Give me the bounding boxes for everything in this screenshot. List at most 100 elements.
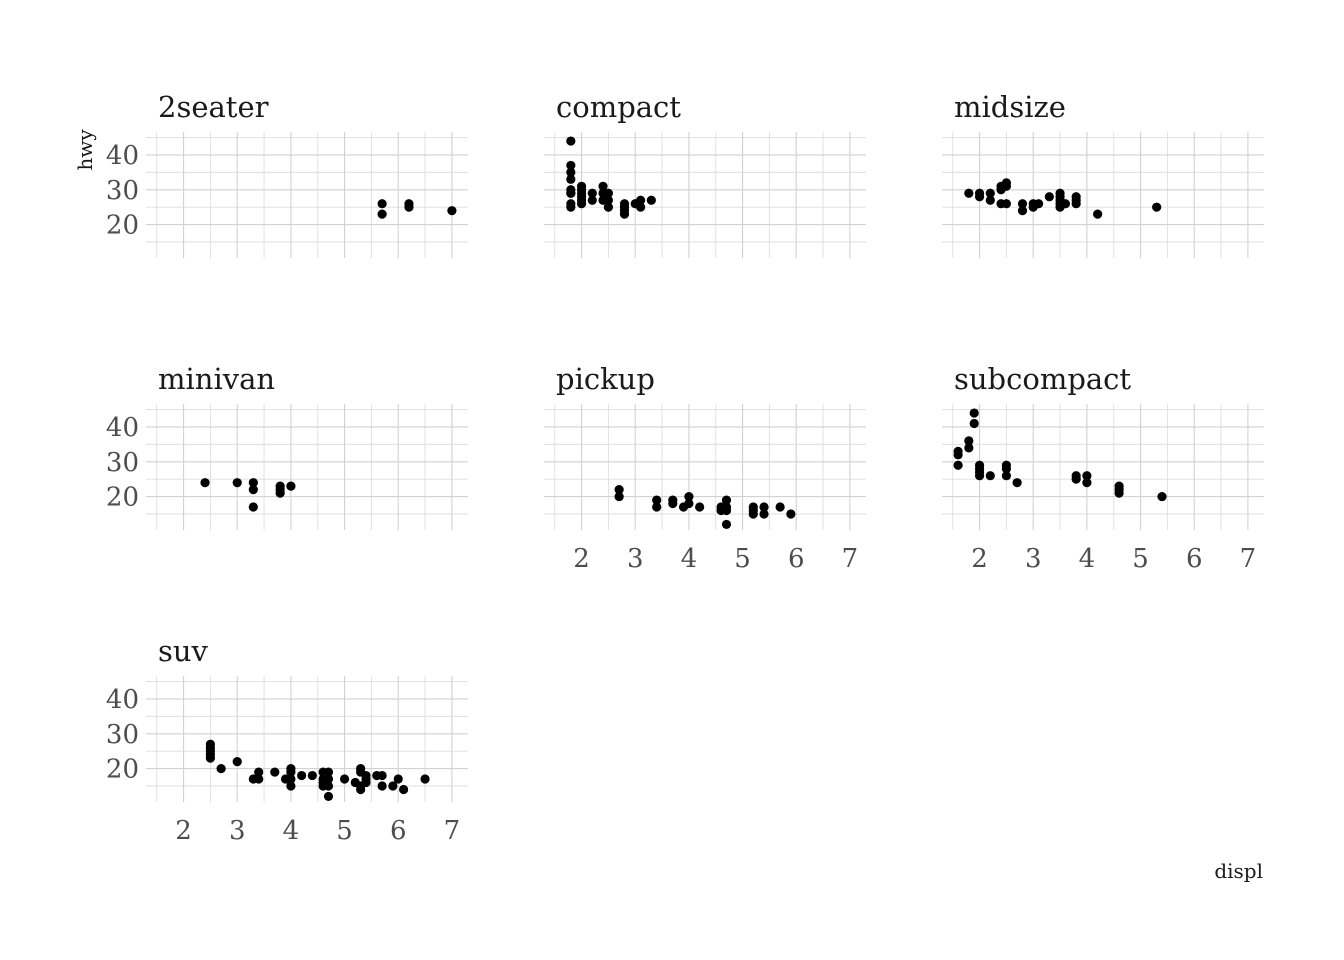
facet-panel-midsize: midsize xyxy=(942,90,1264,258)
data-point xyxy=(1017,206,1028,216)
facet-panels: 2seater 20 30 40 compact midsize minivan 20 30 40… xyxy=(106,90,1264,846)
data-point xyxy=(270,767,280,777)
data-point xyxy=(748,509,758,519)
data-point xyxy=(1001,199,1012,209)
x-tick-label: 2 xyxy=(573,544,590,574)
data-point xyxy=(420,774,430,784)
data-point xyxy=(759,502,769,512)
data-point xyxy=(339,774,350,784)
data-point xyxy=(721,495,732,505)
x-tick-label: 5 xyxy=(336,816,353,846)
data-point xyxy=(1157,491,1167,502)
x-tick-label: 3 xyxy=(229,816,246,846)
data-point xyxy=(1152,202,1162,212)
data-point xyxy=(323,767,334,777)
data-point xyxy=(232,757,242,767)
facet-panel-minivan: minivan 20 30 40 xyxy=(106,362,468,530)
x-tick-label: 7 xyxy=(1240,544,1257,574)
y-tick-label: 40 xyxy=(106,413,139,443)
data-point xyxy=(964,188,974,198)
data-point xyxy=(377,770,387,781)
data-point xyxy=(953,450,963,460)
data-point xyxy=(786,509,796,519)
data-point xyxy=(286,767,296,777)
data-point xyxy=(759,509,769,519)
data-point xyxy=(619,209,630,219)
data-point xyxy=(377,781,387,791)
panel-title-minivan: minivan xyxy=(158,362,275,396)
data-point xyxy=(652,495,662,505)
x-tick-label: 3 xyxy=(1025,544,1042,574)
data-point xyxy=(603,195,614,205)
y-tick-label: 20 xyxy=(106,211,139,241)
data-point xyxy=(248,502,258,512)
data-point xyxy=(614,491,624,502)
x-tick-label: 2 xyxy=(971,544,988,574)
data-point xyxy=(964,443,974,453)
data-point xyxy=(603,202,614,212)
facet-panel-pickup: pickup 2 3 4 5 6 7 xyxy=(544,362,866,574)
data-point xyxy=(248,485,258,495)
y-tick-label: 30 xyxy=(106,176,139,206)
data-point xyxy=(216,763,226,774)
data-point xyxy=(205,753,215,763)
x-tick-label: 6 xyxy=(1186,544,1203,574)
y-tick-label: 30 xyxy=(106,720,139,750)
x-tick-label: 5 xyxy=(734,544,751,574)
data-point xyxy=(695,502,705,512)
data-point xyxy=(964,436,974,446)
data-point xyxy=(323,774,334,784)
panel-title-pickup: pickup xyxy=(556,362,655,396)
data-point xyxy=(684,498,694,509)
data-point xyxy=(361,777,371,788)
x-tick-label: 3 xyxy=(627,544,644,574)
y-tick-label: 20 xyxy=(106,483,139,513)
panel-title-2seater: 2seater xyxy=(158,90,269,124)
data-point xyxy=(399,784,409,795)
data-point xyxy=(566,199,576,209)
x-tick-label: 7 xyxy=(842,544,859,574)
data-point xyxy=(566,185,576,195)
y-tick-label: 20 xyxy=(106,755,139,785)
data-point xyxy=(1071,474,1081,484)
data-point xyxy=(614,485,624,495)
y-tick-label: 40 xyxy=(106,685,139,715)
data-point xyxy=(286,774,296,784)
data-point xyxy=(377,209,387,219)
data-point xyxy=(447,206,457,216)
x-tick-label: 2 xyxy=(175,816,192,846)
data-point xyxy=(1001,471,1012,481)
x-axis-title: displ xyxy=(1214,859,1263,883)
data-point xyxy=(388,781,398,791)
x-tick-label: 6 xyxy=(390,816,407,846)
data-point xyxy=(1114,488,1124,498)
data-point xyxy=(566,160,576,171)
data-point xyxy=(603,188,614,198)
facet-panel-subcompact: subcompact 2 3 4 5 6 7 xyxy=(942,362,1264,574)
data-point xyxy=(668,498,678,509)
data-point xyxy=(684,491,694,502)
data-point xyxy=(985,195,995,205)
x-tick-label: 4 xyxy=(681,544,698,574)
data-point xyxy=(636,202,646,212)
panel-title-suv: suv xyxy=(158,634,209,668)
data-point xyxy=(646,195,656,205)
data-point xyxy=(969,408,979,418)
data-point xyxy=(1044,192,1054,202)
data-point xyxy=(1012,478,1022,488)
data-point xyxy=(286,781,296,791)
data-point xyxy=(587,195,597,205)
data-point xyxy=(377,199,387,209)
y-axis-title: hwy xyxy=(73,129,97,171)
panel-title-subcompact: subcompact xyxy=(954,362,1131,396)
data-point xyxy=(566,136,576,146)
y-tick-label: 40 xyxy=(106,141,139,171)
data-point xyxy=(200,478,210,488)
data-point xyxy=(1082,478,1092,488)
data-point xyxy=(652,502,662,512)
data-point xyxy=(307,770,317,781)
data-point xyxy=(297,770,307,781)
facet-panel-2seater: 2seater 20 30 40 xyxy=(106,90,468,258)
data-point xyxy=(232,478,242,488)
panel-title-compact: compact xyxy=(556,90,681,124)
